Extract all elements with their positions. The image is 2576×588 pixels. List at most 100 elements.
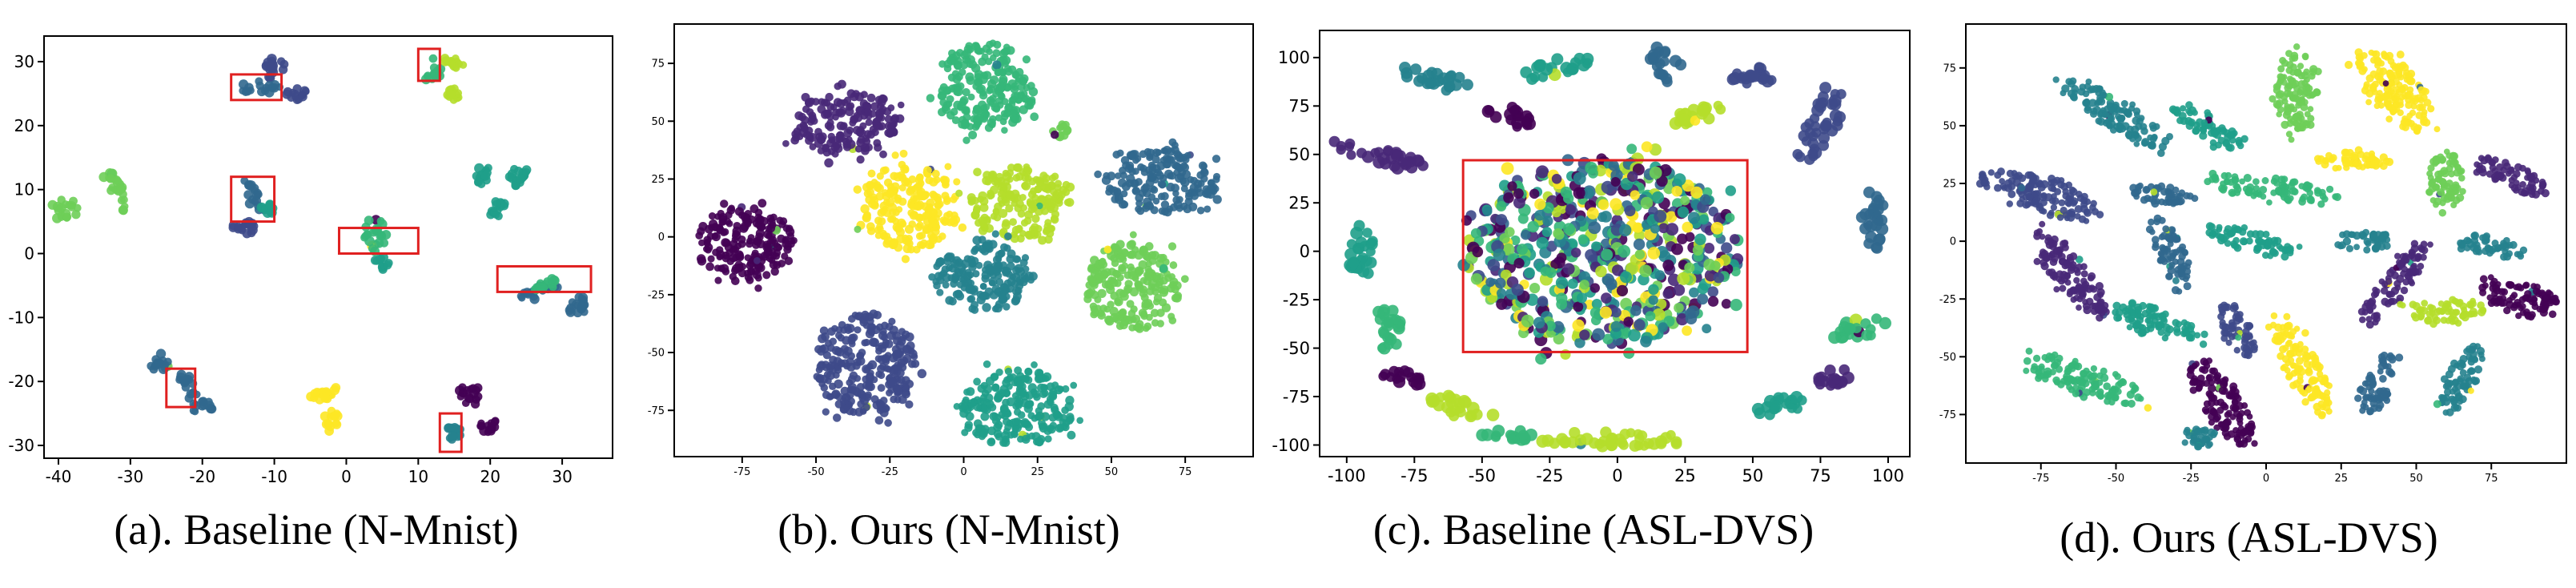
scatter-point xyxy=(922,211,930,220)
scatter-point xyxy=(894,194,902,203)
scatter-point xyxy=(1000,431,1011,441)
scatter-point xyxy=(2351,151,2359,159)
scatter-point xyxy=(1019,105,1028,115)
scatter-point xyxy=(1011,417,1020,426)
scatter-point xyxy=(377,231,386,239)
scatter-point xyxy=(2224,240,2232,248)
scatter-point xyxy=(1024,231,1033,239)
scatter-point xyxy=(2405,76,2415,86)
scatter-point xyxy=(837,334,845,342)
scatter-point xyxy=(1529,282,1541,294)
scatter-point xyxy=(1131,179,1139,187)
scatter-point xyxy=(934,201,942,210)
scatter-point xyxy=(2038,207,2046,215)
scatter-point xyxy=(2525,169,2532,176)
scatter-point xyxy=(884,115,893,123)
scatter-point xyxy=(1033,393,1041,401)
scatter-point xyxy=(738,263,747,271)
scatter-point xyxy=(191,407,199,416)
scatter-point xyxy=(1198,161,1208,170)
scatter-point xyxy=(826,371,835,381)
scatter-point xyxy=(912,245,921,254)
scatter-point xyxy=(878,372,886,380)
scatter-point xyxy=(2383,242,2391,250)
scatter-point xyxy=(1353,219,1365,232)
scatter-point xyxy=(793,127,802,136)
scatter-point xyxy=(971,210,980,219)
scatter-point xyxy=(1336,144,1346,155)
scatter-point xyxy=(1015,267,1025,276)
scatter-point xyxy=(2365,89,2374,98)
scatter-point xyxy=(980,213,989,223)
scatter-point xyxy=(1697,293,1709,305)
scatter-point xyxy=(2438,208,2447,217)
scatter-point xyxy=(1346,150,1356,160)
scatter-point xyxy=(2224,171,2232,179)
scatter-point xyxy=(1059,413,1067,422)
cluster-10 xyxy=(256,199,278,218)
scatter-point xyxy=(1002,417,1011,426)
cluster-11 xyxy=(2334,228,2391,254)
cluster-2 xyxy=(1520,52,1594,85)
scatter-point xyxy=(954,289,963,299)
scatter-point xyxy=(1026,400,1035,408)
y-tick-label: -20 xyxy=(8,372,34,391)
scatter-point xyxy=(2286,115,2293,122)
scatter-point xyxy=(1545,320,1556,332)
scatter-point xyxy=(1586,207,1599,219)
scatter-point xyxy=(1824,364,1836,377)
scatter-point xyxy=(1143,147,1152,156)
cluster-19 xyxy=(147,348,173,374)
scatter-point xyxy=(1876,214,1888,227)
scatter-point xyxy=(944,163,952,171)
scatter-point xyxy=(931,169,940,179)
cluster-5 xyxy=(443,84,463,104)
scatter-point xyxy=(918,232,926,240)
scatter-point xyxy=(1481,105,1495,118)
scatter-point xyxy=(992,60,1002,70)
scatter-point xyxy=(2176,192,2184,200)
scatter-point xyxy=(2074,212,2081,220)
scatter-point xyxy=(1159,288,1169,297)
scatter-point xyxy=(901,330,910,339)
scatter-point xyxy=(2226,131,2235,139)
scatter-point xyxy=(782,240,790,248)
scatter-point xyxy=(989,171,997,179)
scatter-point xyxy=(1601,248,1614,261)
scatter-point xyxy=(1640,336,1652,348)
scatter-point xyxy=(2151,236,2160,244)
scatter-point xyxy=(998,77,1008,87)
scatter-point xyxy=(1574,337,1585,348)
scatter-point xyxy=(968,131,978,139)
scatter-point xyxy=(2368,150,2376,157)
y-tick-label: -75 xyxy=(648,405,665,417)
scatter-point xyxy=(2297,89,2304,97)
scatter-point xyxy=(1162,154,1171,163)
scatter-point xyxy=(1653,67,1666,80)
scatter-point xyxy=(729,272,737,280)
scatter-point xyxy=(1596,439,1609,453)
scatter-point xyxy=(2352,160,2360,168)
scatter-point xyxy=(2018,183,2026,191)
y-tick-label: -10 xyxy=(8,308,34,327)
scatter-point xyxy=(1639,264,1652,278)
scatter-point xyxy=(1560,186,1573,199)
scatter-point xyxy=(444,423,453,433)
cluster-8 xyxy=(1344,219,1378,280)
scatter-point xyxy=(1065,396,1075,405)
scatter-point xyxy=(1533,316,1545,329)
scatter-point xyxy=(1000,283,1009,292)
scatter-point xyxy=(1110,278,1119,288)
scatter-point xyxy=(57,195,66,204)
scatter-point xyxy=(1400,159,1412,171)
scatter-point xyxy=(1047,425,1056,434)
scatter-point xyxy=(1121,248,1128,256)
scatter-point xyxy=(995,272,1003,280)
scatter-point xyxy=(901,389,910,399)
scatter-point xyxy=(1021,95,1029,103)
x-tick-label: -75 xyxy=(733,466,750,478)
scatter-point xyxy=(2425,188,2433,196)
scatter-point xyxy=(882,357,890,365)
scatter-point xyxy=(2365,99,2373,106)
scatter-point xyxy=(2524,174,2530,181)
